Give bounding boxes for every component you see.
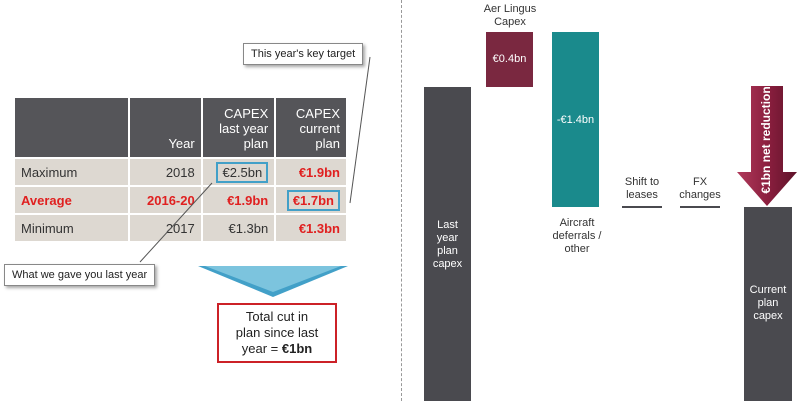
table-row-minimum: Minimum 2017 €1.3bn €1.3bn [12, 213, 348, 243]
cat-line: capex [753, 310, 783, 322]
row-label: Average [12, 185, 131, 215]
callout-key-target: This year's key target [243, 43, 364, 65]
total-line3-bold: €1bn [281, 341, 313, 356]
total-line3-prefix: year = [241, 341, 282, 356]
table-header-year: Year [128, 96, 203, 159]
header-current-plan-line1: CAPEX [295, 106, 340, 121]
reduction-arrow [737, 86, 797, 206]
header-current-plan-line3: plan [315, 136, 340, 151]
down-arrow-highlight [205, 266, 341, 292]
cat-line: plan [437, 245, 458, 257]
row-last-plan: €1.9bn [200, 185, 277, 215]
table-row-maximum: Maximum 2018 €2.5bn €1.9bn [12, 157, 348, 187]
cat-line: Aer Lingus [483, 3, 537, 15]
target-connector-line [349, 56, 371, 204]
section-divider [401, 0, 402, 401]
highlight-last-plan-max: €2.5bn [216, 161, 269, 183]
table-header-last-plan: CAPEX last year plan [200, 96, 277, 159]
table-header-row: Year CAPEX last year plan CAPEX current … [12, 96, 348, 159]
reduction-arrow-shape [737, 86, 797, 206]
row-current-plan: €1.7bn [274, 185, 348, 215]
highlight-current-plan-avg: €1.7bn [286, 189, 340, 211]
category-label-last-year: Last year plan capex [424, 219, 471, 271]
bar-fx-changes [680, 206, 720, 208]
header-current-plan-line2: current [299, 121, 340, 136]
row-year: 2018 [128, 157, 203, 187]
header-last-plan-line3: plan [243, 136, 269, 151]
table-row-average: Average 2016-20 €1.9bn €1.7bn [12, 185, 348, 215]
bar-current-plan [744, 207, 792, 401]
bar-aer-lingus [486, 32, 533, 87]
cat-line: Aircraft [559, 217, 595, 229]
category-label-fx: FX changes [674, 176, 726, 202]
cat-line: plan [757, 297, 779, 309]
total-cut-box: Total cut in plan since last year = €1bn [217, 303, 337, 363]
bar-shift-to-leases [622, 206, 662, 208]
value-label-aer-lingus: €0.4bn [492, 53, 527, 65]
row-current-plan: €1.3bn [274, 213, 348, 243]
header-last-plan-line1: CAPEX [224, 106, 269, 121]
cat-line: Last [437, 219, 458, 231]
callout-connectors [139, 56, 371, 297]
row-last-plan: €1.3bn [200, 213, 277, 243]
row-year: 2016-20 [128, 185, 203, 215]
row-label: Minimum [12, 213, 131, 243]
bar-aircraft-deferrals [552, 32, 599, 207]
cat-line: deferrals / [552, 230, 602, 242]
table-header-empty [12, 96, 131, 159]
reduction-annotation: €1bn net reduction [759, 86, 773, 194]
cat-line: Shift to [624, 176, 660, 188]
cat-line: leases [626, 189, 658, 201]
category-label-leases: Shift to leases [614, 176, 670, 202]
value-label-aircraft: -€1.4bn [556, 114, 595, 126]
total-line2: plan since last [235, 325, 319, 340]
row-current-plan: €1.9bn [274, 157, 348, 187]
header-last-plan-line2: last year [219, 121, 269, 136]
cat-line: changes [679, 189, 721, 201]
cat-line: year [436, 232, 459, 244]
header-year-label: Year [168, 136, 195, 151]
gave-connector-line [139, 182, 213, 263]
callout-last-year: What we gave you last year [4, 264, 156, 286]
bar-last-year-plan [424, 87, 471, 401]
cat-line: other [564, 243, 590, 255]
category-label-aer-lingus: Aer Lingus Capex [468, 3, 552, 29]
category-label-current: Current plan capex [744, 284, 792, 323]
capex-table: Year CAPEX last year plan CAPEX current … [12, 96, 348, 243]
total-line1: Total cut in [245, 309, 309, 324]
table-header-current-plan: CAPEX current plan [274, 96, 348, 159]
row-last-plan: €2.5bn [200, 157, 277, 187]
cat-line: Capex [494, 16, 526, 28]
cat-line: Current [749, 284, 787, 296]
cat-line: capex [432, 258, 463, 270]
cat-line: FX [692, 176, 708, 188]
category-label-aircraft: Aircraft deferrals / other [542, 217, 612, 256]
row-label: Maximum [12, 157, 131, 187]
row-year: 2017 [128, 213, 203, 243]
